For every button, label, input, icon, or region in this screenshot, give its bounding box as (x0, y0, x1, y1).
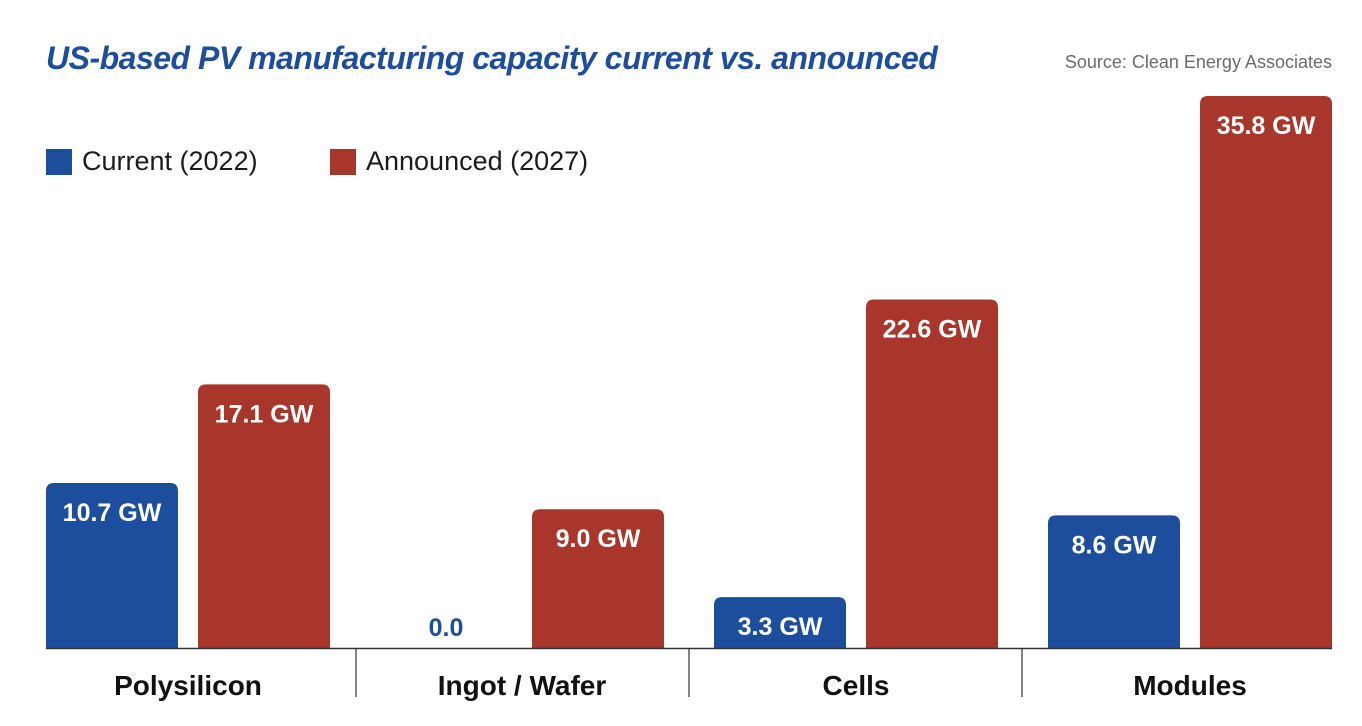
legend-swatch-current (46, 148, 72, 175)
bar-label-current-2: 3.3 GW (738, 613, 823, 641)
category-label-3: Modules (1133, 670, 1247, 701)
bar-announced-3 (1200, 96, 1332, 648)
category-label-0: Polysilicon (114, 670, 262, 701)
legend-item-announced: Announced (2027) (330, 146, 588, 177)
bar-current-3 (1048, 515, 1180, 648)
legend-label-announced: Announced (2027) (366, 146, 589, 176)
bar-label-announced-1: 9.0 GW (556, 525, 641, 553)
bar-announced-2 (866, 299, 998, 648)
category-label-2: Cells (823, 670, 890, 701)
bar-label-current-1: 0.0 (429, 614, 464, 642)
chart-title: US-based PV manufacturing capacity curre… (46, 40, 938, 76)
source-note: Source: Clean Energy Associates (1064, 52, 1332, 72)
legend-item-current: Current (2022) (46, 146, 258, 177)
bar-announced-0 (198, 384, 330, 648)
bar-label-announced-2: 22.6 GW (883, 316, 982, 344)
category-label-1: Ingot / Wafer (438, 670, 607, 701)
legend-swatch-announced (330, 148, 356, 175)
bar-label-current-3: 8.6 GW (1072, 531, 1157, 559)
legend-label-current: Current (2022) (82, 146, 258, 176)
bar-current-2 (714, 597, 846, 648)
bar-announced-1 (532, 509, 664, 648)
bar-label-announced-0: 17.1 GW (215, 400, 314, 428)
bar-current-0 (46, 483, 178, 648)
bar-label-current-0: 10.7 GW (63, 499, 162, 527)
bar-label-announced-3: 35.8 GW (1217, 112, 1316, 140)
